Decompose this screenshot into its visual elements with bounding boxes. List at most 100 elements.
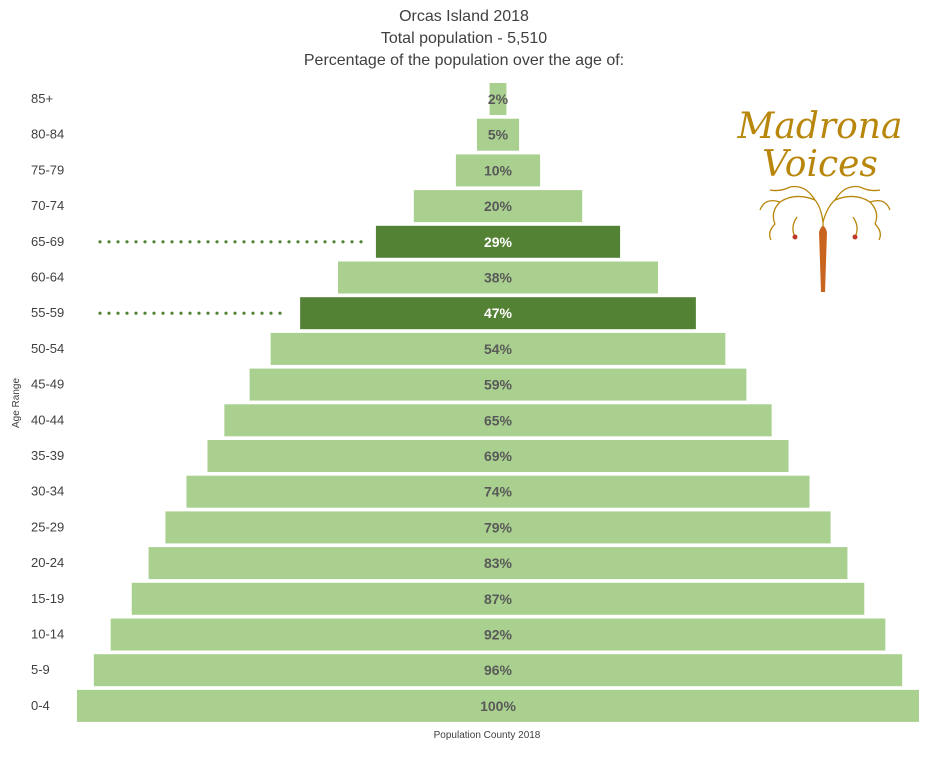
logo-text-line-1: Madrona [737, 106, 903, 147]
data-label-50-54: 54% [484, 341, 513, 357]
bar-15-19 [131, 582, 865, 615]
leader-dot [170, 240, 174, 244]
leader-dot [134, 240, 138, 244]
data-label-15-19: 87% [484, 591, 513, 607]
leader-dot [197, 240, 201, 244]
leader-dot [206, 240, 210, 244]
leader-dot [269, 240, 273, 244]
bar-25-29 [165, 511, 831, 544]
leader-dot [242, 240, 246, 244]
chart-title: Orcas Island 2018 Total population - 5,5… [0, 6, 928, 72]
leader-dot [179, 240, 183, 244]
leader-dot [287, 240, 291, 244]
data-label-40-44: 65% [484, 412, 513, 428]
bar-10-14 [110, 618, 886, 651]
leader-dot [224, 240, 228, 244]
data-label-10-14: 92% [484, 627, 513, 643]
tick-label-5-9: 5-9 [31, 662, 50, 677]
leader-dot [341, 240, 345, 244]
tick-label-50-54: 50-54 [31, 341, 64, 356]
title-line-2: Total population - 5,510 [380, 30, 548, 47]
title-line-3: Percentage of the population over the ag… [303, 52, 625, 69]
data-label-60-64: 38% [484, 270, 513, 286]
leader-dot [152, 240, 156, 244]
leader-dot [98, 240, 102, 244]
tick-label-10-14: 10-14 [31, 627, 64, 642]
leader-dot [278, 311, 282, 315]
leader-dot [170, 311, 174, 315]
data-label-35-39: 69% [484, 448, 513, 464]
leader-dot [251, 240, 255, 244]
leader-dot [143, 240, 147, 244]
leader-dot [260, 311, 264, 315]
bar-5-9 [93, 654, 903, 687]
leader-dot [188, 240, 192, 244]
data-label-75-79: 10% [484, 162, 513, 178]
data-label-85+: 2% [488, 91, 509, 107]
tick-label-15-19: 15-19 [31, 591, 64, 606]
leader-dot [125, 311, 129, 315]
data-label-20-24: 83% [484, 555, 513, 571]
data-label-30-34: 74% [484, 484, 513, 500]
bar-35-39 [207, 440, 789, 472]
bar-80-84 [476, 118, 520, 151]
bar-60-64 [338, 261, 658, 294]
bar-45-49 [249, 368, 747, 401]
leader-dot [107, 311, 111, 315]
leader-dot [107, 240, 111, 244]
tick-label-60-64: 60-64 [31, 270, 64, 285]
leader-dot [206, 311, 210, 315]
bar-55-59 [300, 297, 696, 330]
x-axis-label: Population County 2018 [434, 730, 541, 741]
leader-dot [305, 240, 309, 244]
bar-70-74 [413, 190, 583, 223]
bar-0-4 [77, 689, 919, 722]
leader-dot [179, 311, 183, 315]
leader-dot [314, 240, 318, 244]
tick-label-85+: 85+ [31, 91, 53, 106]
data-label-5-9: 96% [484, 662, 513, 678]
bar-50-54 [270, 332, 726, 365]
tick-label-70-74: 70-74 [31, 198, 64, 213]
leader-dot [188, 311, 192, 315]
bar-75-79 [455, 154, 541, 187]
tick-label-25-29: 25-29 [31, 519, 64, 534]
tick-label-55-59: 55-59 [31, 305, 64, 320]
tick-label-20-24: 20-24 [31, 555, 64, 570]
data-label-25-29: 79% [484, 519, 513, 535]
tick-label-75-79: 75-79 [31, 162, 64, 177]
leader-dot [224, 311, 228, 315]
logo-text-line-2: Voices [762, 144, 878, 185]
leader-dot [350, 240, 354, 244]
bar-40-44 [224, 404, 772, 437]
leader-dot [332, 240, 336, 244]
data-label-55-59: 47% [484, 305, 513, 321]
leader-dot [152, 311, 156, 315]
leader-dot [233, 240, 237, 244]
data-label-65-69: 29% [484, 234, 513, 250]
leader-dot [260, 240, 264, 244]
tick-label-30-34: 30-34 [31, 484, 64, 499]
madrona-voices-logo: Madrona Voices [735, 102, 905, 297]
bar-30-34 [186, 475, 810, 508]
leader-dot [323, 240, 327, 244]
leader-dot [215, 240, 219, 244]
leader-dot [269, 311, 273, 315]
data-label-45-49: 59% [484, 377, 513, 393]
leader-dot [251, 311, 255, 315]
leader-dot [359, 240, 363, 244]
data-label-80-84: 5% [488, 127, 509, 143]
tick-label-65-69: 65-69 [31, 234, 64, 249]
bar-85+ [489, 83, 507, 115]
leader-dot [242, 311, 246, 315]
data-label-70-74: 20% [484, 198, 513, 214]
tick-label-80-84: 80-84 [31, 127, 64, 142]
leader-dot [278, 240, 282, 244]
leader-dot [233, 311, 237, 315]
madrona-tree-icon [759, 185, 891, 292]
leader-dot [98, 311, 102, 315]
leader-dot [215, 311, 219, 315]
y-axis-label: Age Range [11, 378, 22, 428]
bar-20-24 [148, 547, 848, 580]
